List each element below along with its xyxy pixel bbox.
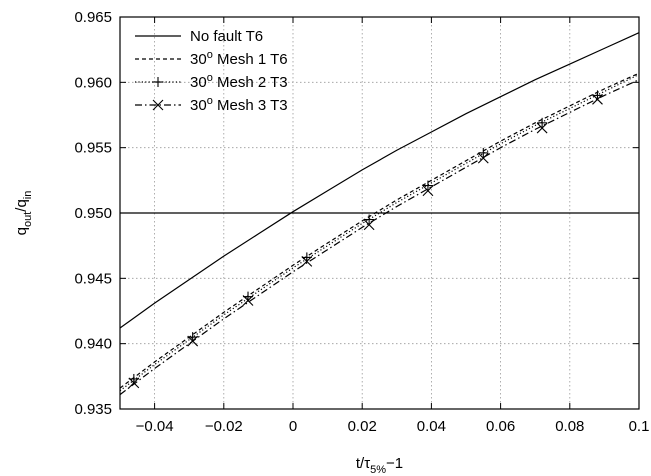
- x-marker-b: [363, 219, 375, 231]
- series-4: [119, 79, 640, 396]
- y-tick-label: 0.960: [74, 74, 112, 91]
- y-tick-labels: 0.935 0.940 0.945 0.950 0.955 0.960 0.965: [74, 9, 112, 418]
- y-tick-label: 0.945: [74, 270, 112, 287]
- x-marker-b: [187, 335, 199, 347]
- x-tick-label: 0.02: [348, 418, 377, 435]
- x-tick-label: 0.04: [417, 418, 446, 435]
- x-marker-b: [477, 152, 489, 164]
- legend-label: 30o Mesh 3 T3: [190, 95, 288, 114]
- x-tick-label: −0.04: [136, 418, 174, 435]
- legend-item: 30o Mesh 2 T3: [135, 72, 288, 91]
- tick-marks: [120, 16, 640, 410]
- x-tick-label: 0.06: [486, 418, 515, 435]
- y-tick-label: 0.955: [74, 140, 112, 157]
- series-layer: [119, 32, 640, 396]
- x-axis-label: t/τ5%−1: [356, 455, 403, 476]
- x-marker-b: [128, 377, 140, 389]
- x-marker-b: [242, 295, 254, 306]
- y-tick-label: 0.940: [74, 336, 112, 353]
- y-tick-label: 0.965: [74, 9, 112, 26]
- x-tick-label: 0.08: [555, 418, 584, 435]
- y-tick-label: 0.950: [74, 205, 112, 222]
- legend-label: 30o Mesh 1 T6: [190, 49, 288, 68]
- x-tick-label: −0.02: [205, 418, 243, 435]
- x-tick-labels: −0.04 −0.02 0 0.02 0.04 0.06 0.08 0.1: [136, 418, 650, 435]
- y-tick-label: 0.935: [74, 401, 112, 418]
- legend-label: 30o Mesh 2 T3: [190, 72, 288, 91]
- legend: No fault T6 30o Mesh 1 T6 30o Mesh 2 T3 30o…: [135, 28, 288, 114]
- series-1: [119, 32, 640, 329]
- series-line: [119, 72, 640, 389]
- x-marker-b: [301, 255, 313, 267]
- x-marker-b: [422, 185, 434, 197]
- series-line: [119, 32, 640, 329]
- legend-item: 30o Mesh 1 T6: [135, 49, 288, 68]
- series-2: [119, 72, 640, 389]
- x-tick-label: 0: [289, 418, 297, 435]
- x-tick-label: 0.1: [629, 418, 650, 435]
- series-line: [119, 79, 640, 396]
- legend-item: No fault T6: [135, 28, 263, 45]
- x-marker-b: [152, 99, 164, 111]
- y-axis-label: qout/qin: [13, 191, 34, 236]
- legend-item: 30o Mesh 3 T3: [135, 95, 288, 114]
- x-marker-b: [536, 122, 548, 134]
- legend-label: No fault T6: [190, 28, 263, 45]
- x-marker-b: [592, 93, 603, 105]
